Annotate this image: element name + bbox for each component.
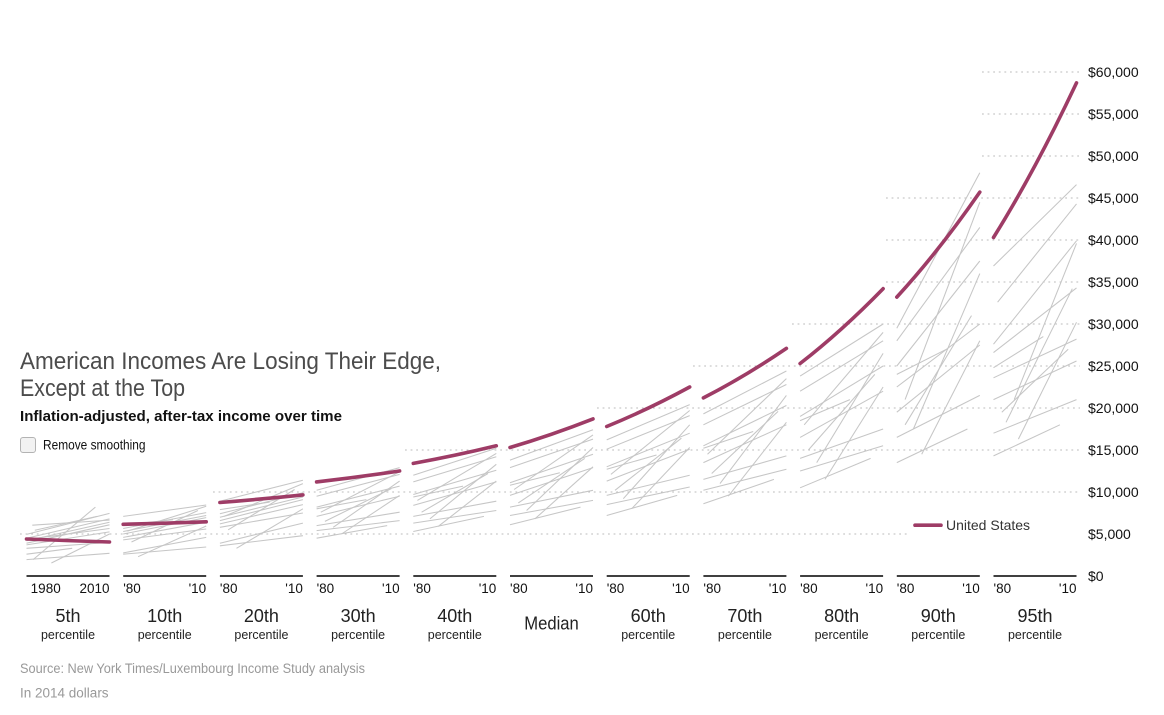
svg-text:'80: '80 <box>413 581 431 596</box>
svg-text:Except at the Top: Except at the Top <box>20 375 185 402</box>
svg-text:95th: 95th <box>1017 606 1052 626</box>
svg-text:percentile: percentile <box>911 627 965 642</box>
svg-text:Inflation-adjusted, after-tax: Inflation-adjusted, after-tax income ove… <box>20 409 342 425</box>
svg-text:'80: '80 <box>703 581 721 596</box>
svg-text:'10: '10 <box>672 581 690 596</box>
svg-text:$25,000: $25,000 <box>1088 358 1139 374</box>
svg-text:'80: '80 <box>897 581 915 596</box>
svg-text:'10: '10 <box>575 581 593 596</box>
svg-text:$45,000: $45,000 <box>1088 190 1139 206</box>
svg-text:'10: '10 <box>1059 581 1077 596</box>
svg-text:$50,000: $50,000 <box>1088 148 1139 164</box>
svg-text:'10: '10 <box>189 581 207 596</box>
svg-text:Remove smoothing: Remove smoothing <box>43 438 146 453</box>
svg-text:'10: '10 <box>866 581 884 596</box>
svg-text:$30,000: $30,000 <box>1088 316 1139 332</box>
svg-text:percentile: percentile <box>428 627 482 642</box>
svg-text:In 2014 dollars: In 2014 dollars <box>20 686 109 701</box>
svg-text:'80: '80 <box>607 581 625 596</box>
svg-text:Source: New York Times/Luxembo: Source: New York Times/Luxembourg Income… <box>20 661 365 676</box>
svg-text:'80: '80 <box>220 581 238 596</box>
svg-text:'10: '10 <box>285 581 303 596</box>
svg-text:'80: '80 <box>994 581 1012 596</box>
svg-text:$0: $0 <box>1088 568 1104 584</box>
svg-text:40th: 40th <box>437 606 472 626</box>
svg-text:percentile: percentile <box>138 627 192 642</box>
svg-text:percentile: percentile <box>41 627 95 642</box>
svg-text:$35,000: $35,000 <box>1088 274 1139 290</box>
svg-text:'10: '10 <box>479 581 497 596</box>
svg-text:percentile: percentile <box>1008 627 1062 642</box>
svg-text:American Incomes Are Losing Th: American Incomes Are Losing Their Edge, <box>20 348 441 375</box>
svg-text:$60,000: $60,000 <box>1088 64 1139 80</box>
svg-text:$10,000: $10,000 <box>1088 484 1139 500</box>
svg-text:'10: '10 <box>962 581 980 596</box>
svg-text:percentile: percentile <box>718 627 772 642</box>
svg-text:80th: 80th <box>824 606 859 626</box>
svg-text:percentile: percentile <box>331 627 385 642</box>
svg-text:'80: '80 <box>510 581 528 596</box>
svg-text:30th: 30th <box>341 606 376 626</box>
svg-text:United States: United States <box>946 517 1030 533</box>
svg-text:60th: 60th <box>631 606 666 626</box>
svg-text:Median: Median <box>524 614 579 634</box>
svg-text:'80: '80 <box>800 581 818 596</box>
svg-text:20th: 20th <box>244 606 279 626</box>
svg-text:5th: 5th <box>55 606 80 626</box>
svg-text:90th: 90th <box>921 606 956 626</box>
svg-text:$20,000: $20,000 <box>1088 400 1139 416</box>
svg-text:1980: 1980 <box>31 581 61 596</box>
svg-text:percentile: percentile <box>621 627 675 642</box>
svg-text:$5,000: $5,000 <box>1088 526 1131 542</box>
svg-text:'80: '80 <box>317 581 335 596</box>
svg-text:$15,000: $15,000 <box>1088 442 1139 458</box>
svg-text:percentile: percentile <box>234 627 288 642</box>
svg-text:2010: 2010 <box>79 581 109 596</box>
svg-text:70th: 70th <box>727 606 762 626</box>
svg-text:'80: '80 <box>123 581 141 596</box>
svg-text:$40,000: $40,000 <box>1088 232 1139 248</box>
svg-text:percentile: percentile <box>815 627 869 642</box>
svg-text:'10: '10 <box>382 581 400 596</box>
svg-text:'10: '10 <box>769 581 787 596</box>
svg-text:$55,000: $55,000 <box>1088 106 1139 122</box>
svg-text:10th: 10th <box>147 606 182 626</box>
